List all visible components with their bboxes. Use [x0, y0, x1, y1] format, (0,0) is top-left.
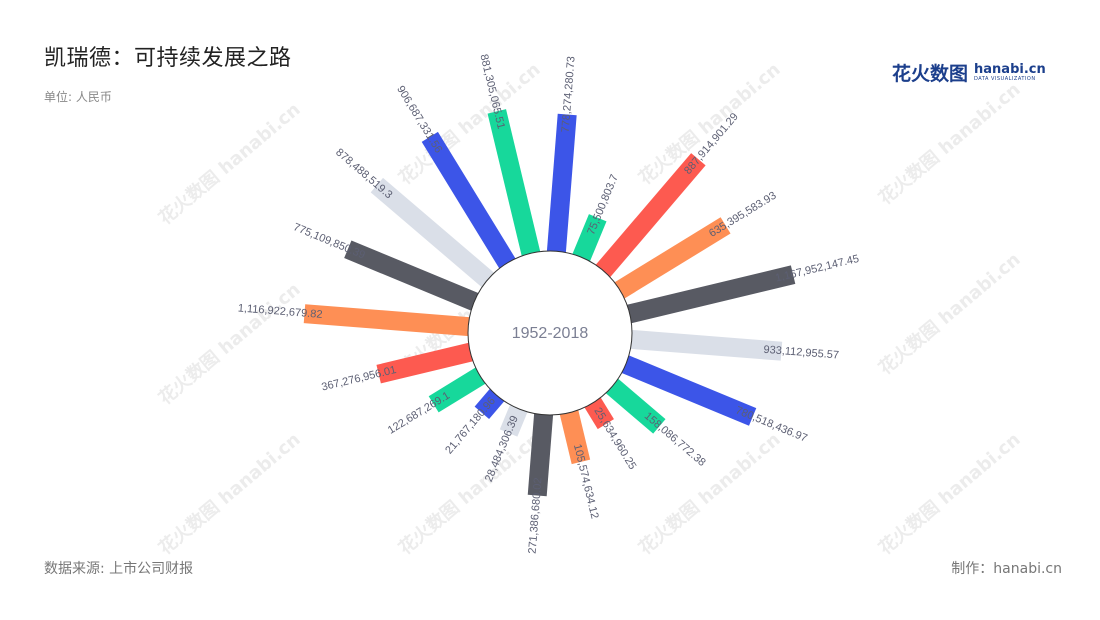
bar-16	[344, 240, 484, 313]
bar-3	[609, 217, 731, 302]
chart-title: 凯瑞德：可持续发展之路	[44, 46, 292, 71]
bar-14	[376, 341, 479, 384]
value-label-6: 780,518,436.97	[734, 404, 809, 444]
bar-13	[428, 364, 491, 413]
bar-6	[616, 353, 757, 426]
bar-10	[527, 408, 554, 497]
bar-18	[421, 131, 519, 274]
bar-4	[621, 265, 796, 325]
bar-15	[303, 304, 475, 337]
bar-9	[558, 404, 591, 465]
value-label-17: 878,488,519.3	[333, 146, 394, 201]
value-label-10: 271,386,680.02	[527, 477, 545, 554]
bar-7	[601, 375, 666, 434]
value-label-9: 105,574,634.12	[571, 443, 601, 520]
unit-label: 单位: 人民币	[44, 90, 112, 104]
logo-sub-text: DATA VISUALIZATION	[974, 75, 1036, 82]
logo-en-text: hanabi.cn	[974, 61, 1046, 77]
value-label-16: 775,109,850.39	[292, 221, 367, 261]
bar-5	[625, 329, 783, 361]
value-label-7: 158,086,772.38	[642, 410, 708, 469]
value-label-18: 906,687,331.56	[394, 84, 444, 155]
value-label-3: 635,395,583.93	[707, 190, 778, 240]
bar-19	[487, 109, 542, 262]
value-label-13: 122,687,269.1	[386, 390, 452, 437]
center-label: 1952-2018	[512, 325, 589, 342]
value-label-5: 933,112,955.57	[763, 344, 839, 362]
bar-0	[546, 113, 577, 258]
value-label-0: 778,274,280.73	[560, 56, 578, 133]
logo-cn-text: 花火数图	[892, 62, 969, 85]
bar-17	[370, 177, 499, 291]
brand-logo: 花火数图 hanabi.cn DATA VISUALIZATION	[892, 60, 1046, 85]
data-source: 数据来源: 上市公司财报	[44, 561, 194, 577]
value-label-2: 887,914,901.29	[682, 111, 741, 177]
value-label-8: 25,634,960.25	[591, 406, 638, 472]
credit-label: 制作：hanabi.cn	[951, 561, 1062, 577]
center-circle	[467, 250, 633, 416]
bar-2	[592, 153, 706, 282]
bar-1	[570, 214, 607, 267]
